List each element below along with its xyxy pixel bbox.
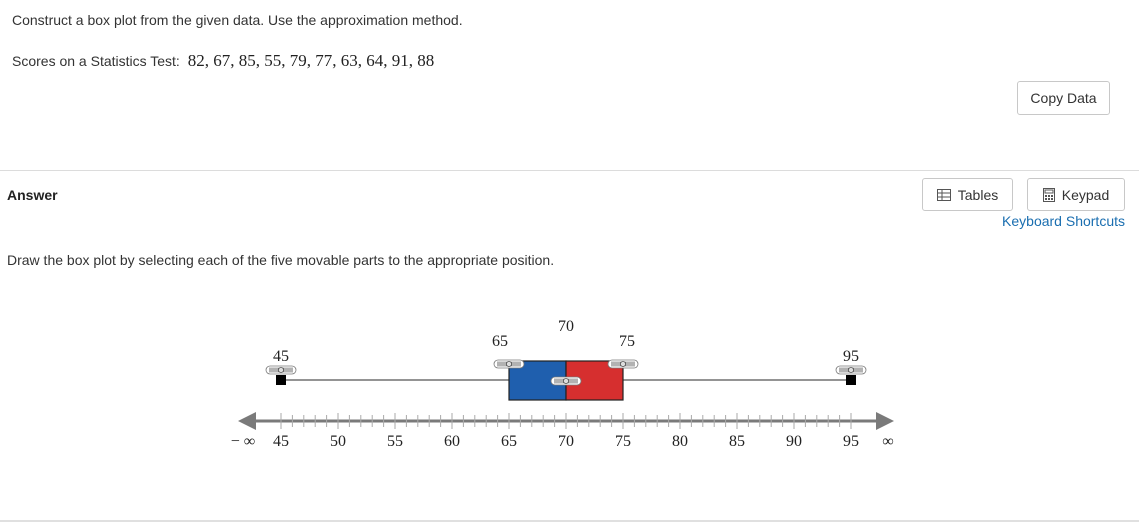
axis-tick-label: 60 [444,433,460,450]
q3-value-label: 75 [619,333,635,350]
tables-button-label: Tables [957,186,999,203]
answer-heading: Answer [7,187,58,203]
grip-knob [620,360,627,367]
axis-left-arrow-icon [238,412,256,430]
calculator-icon [1042,187,1055,202]
axis-tick-label: 85 [729,433,745,450]
grip-knob [848,366,855,373]
axis-tick-label: 55 [387,433,403,450]
tick-labels: 45 50 55 60 65 70 75 80 85 90 95 [273,433,859,450]
q3-handle[interactable] [607,359,639,369]
axis-tick-label: 95 [843,433,859,450]
question-section: Construct a box plot from the given data… [0,0,1139,170]
copy-data-button[interactable]: Copy Data [1017,81,1110,115]
axis-tick-label: 70 [558,433,574,450]
data-line: Scores on a Statistics Test: 82, 67, 85,… [12,51,434,71]
data-values: 82, 67, 85, 55, 79, 77, 63, 64, 91, 88 [187,51,435,70]
section-divider [0,170,1139,171]
axis-tick-label: 50 [330,433,346,450]
axis-tick-label: 45 [273,433,289,450]
min-marker[interactable] [276,375,286,385]
table-icon [936,188,951,201]
keypad-button-label: Keypad [1061,186,1110,203]
max-value-label: 95 [843,348,859,365]
keyboard-shortcuts-link[interactable]: Keyboard Shortcuts [1002,213,1125,229]
axis-tick-label: 65 [501,433,517,450]
q1-value-label: 65 [492,333,508,350]
axis-tick-label: 75 [615,433,631,450]
grip-knob [277,366,284,373]
tables-button[interactable]: Tables [922,178,1013,211]
median-handle[interactable] [550,376,582,386]
keypad-button[interactable]: Keypad [1027,178,1125,211]
question-instruction: Construct a box plot from the given data… [12,12,463,28]
median-value-label: 70 [558,318,574,335]
axis-tick-label: 90 [786,433,802,450]
axis-right-infinity: ∞ [882,433,893,450]
max-marker[interactable] [846,375,856,385]
axis-left-infinity: − ∞ [231,433,255,450]
max-handle[interactable] [835,365,867,375]
q1-handle[interactable] [493,359,525,369]
bottom-border [0,520,1139,522]
min-handle[interactable] [265,365,297,375]
draw-instruction: Draw the box plot by selecting each of t… [7,252,555,268]
min-value-label: 45 [273,348,289,365]
grip-knob [505,360,512,367]
axis-tick-label: 80 [672,433,688,450]
data-label: Scores on a Statistics Test: [12,53,180,69]
minor-ticks [280,413,852,429]
grip-knob [563,377,570,384]
axis-right-arrow-icon [876,412,894,430]
